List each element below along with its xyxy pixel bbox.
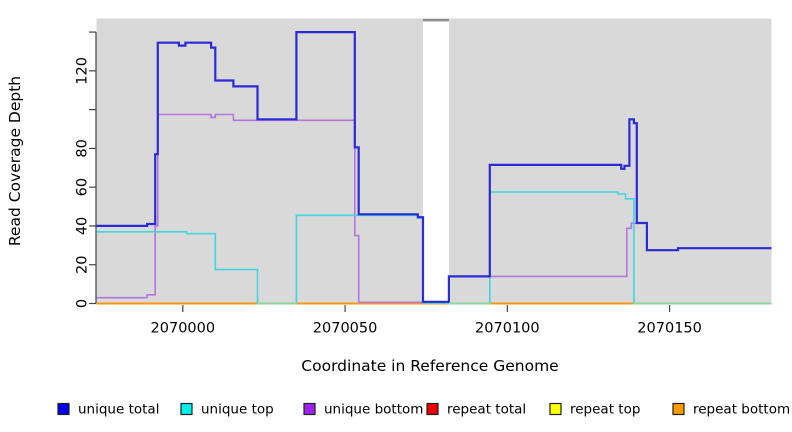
legend-swatch-unique-total [57, 402, 70, 416]
x-axis-tick-label: 2070100 [475, 321, 540, 337]
legend-swatch-repeat-top [549, 402, 562, 416]
legend-label-repeat-total: repeat total [447, 402, 526, 418]
series-line-unique-total [96, 31, 772, 303]
legend-swatch-unique-top [180, 402, 193, 416]
x-axis-tick-label: 2070050 [313, 321, 378, 337]
x-axis-title: Coordinate in Reference Genome [301, 357, 558, 375]
y-axis-tick-label: 60 [75, 178, 91, 196]
y-axis-tick-label: 20 [75, 255, 91, 273]
coverage-gap-band [422, 22, 449, 304]
y-axis-tick-label: 80 [75, 139, 91, 157]
legend-swatch-unique-bottom [303, 402, 316, 416]
legend-label-unique-top: unique top [201, 402, 274, 418]
legend-swatch-repeat-total [426, 402, 439, 416]
x-axis-tick-label: 2070150 [637, 321, 702, 337]
legend-label-unique-total: unique total [78, 402, 159, 418]
y-axis-tick-label: 0 [75, 299, 91, 308]
legend-swatch-repeat-bottom [672, 402, 685, 416]
legend-label-repeat-bottom: repeat bottom [693, 402, 790, 418]
x-axis-tick-label: 2070000 [151, 321, 216, 337]
y-axis-tick-label: 40 [75, 217, 91, 235]
legend-label-repeat-top: repeat top [570, 402, 640, 418]
legend-label-unique-bottom: unique bottom [324, 402, 423, 418]
y-axis-title: Read Coverage Depth [6, 76, 24, 246]
y-axis-tick-label: 120 [75, 57, 91, 85]
